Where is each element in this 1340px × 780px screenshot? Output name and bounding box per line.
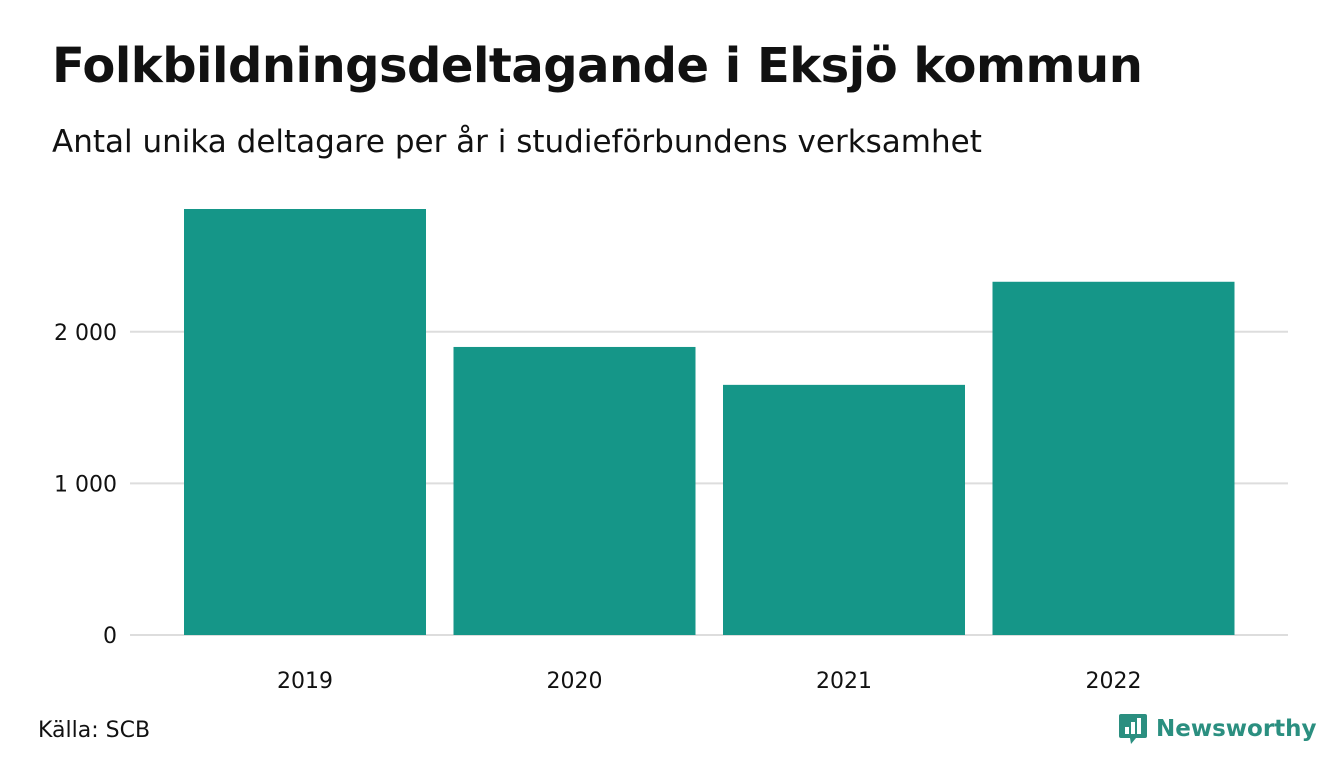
brand-logo: Newsworthy	[1118, 712, 1317, 746]
chart-title: Folkbildningsdeltagande i Eksjö kommun	[52, 38, 1143, 94]
brand-name: Newsworthy	[1156, 716, 1317, 742]
x-tick-label: 2019	[277, 669, 333, 694]
source-label: Källa: SCB	[38, 718, 151, 743]
x-tick-label: 2021	[816, 669, 872, 694]
chart-subtitle: Antal unika deltagare per år i studieför…	[52, 124, 982, 160]
x-tick-label: 2020	[547, 669, 603, 694]
bar-2019	[184, 209, 426, 635]
newsworthy-logo-icon	[1119, 714, 1147, 744]
bar-2022	[992, 281, 1235, 635]
bar-2021	[723, 384, 965, 635]
y-tick-label: 0	[103, 624, 117, 649]
bar-2020	[453, 346, 696, 635]
y-tick-label: 1 000	[54, 472, 117, 497]
x-tick-label: 2022	[1086, 669, 1142, 694]
y-tick-label: 2 000	[54, 321, 117, 346]
